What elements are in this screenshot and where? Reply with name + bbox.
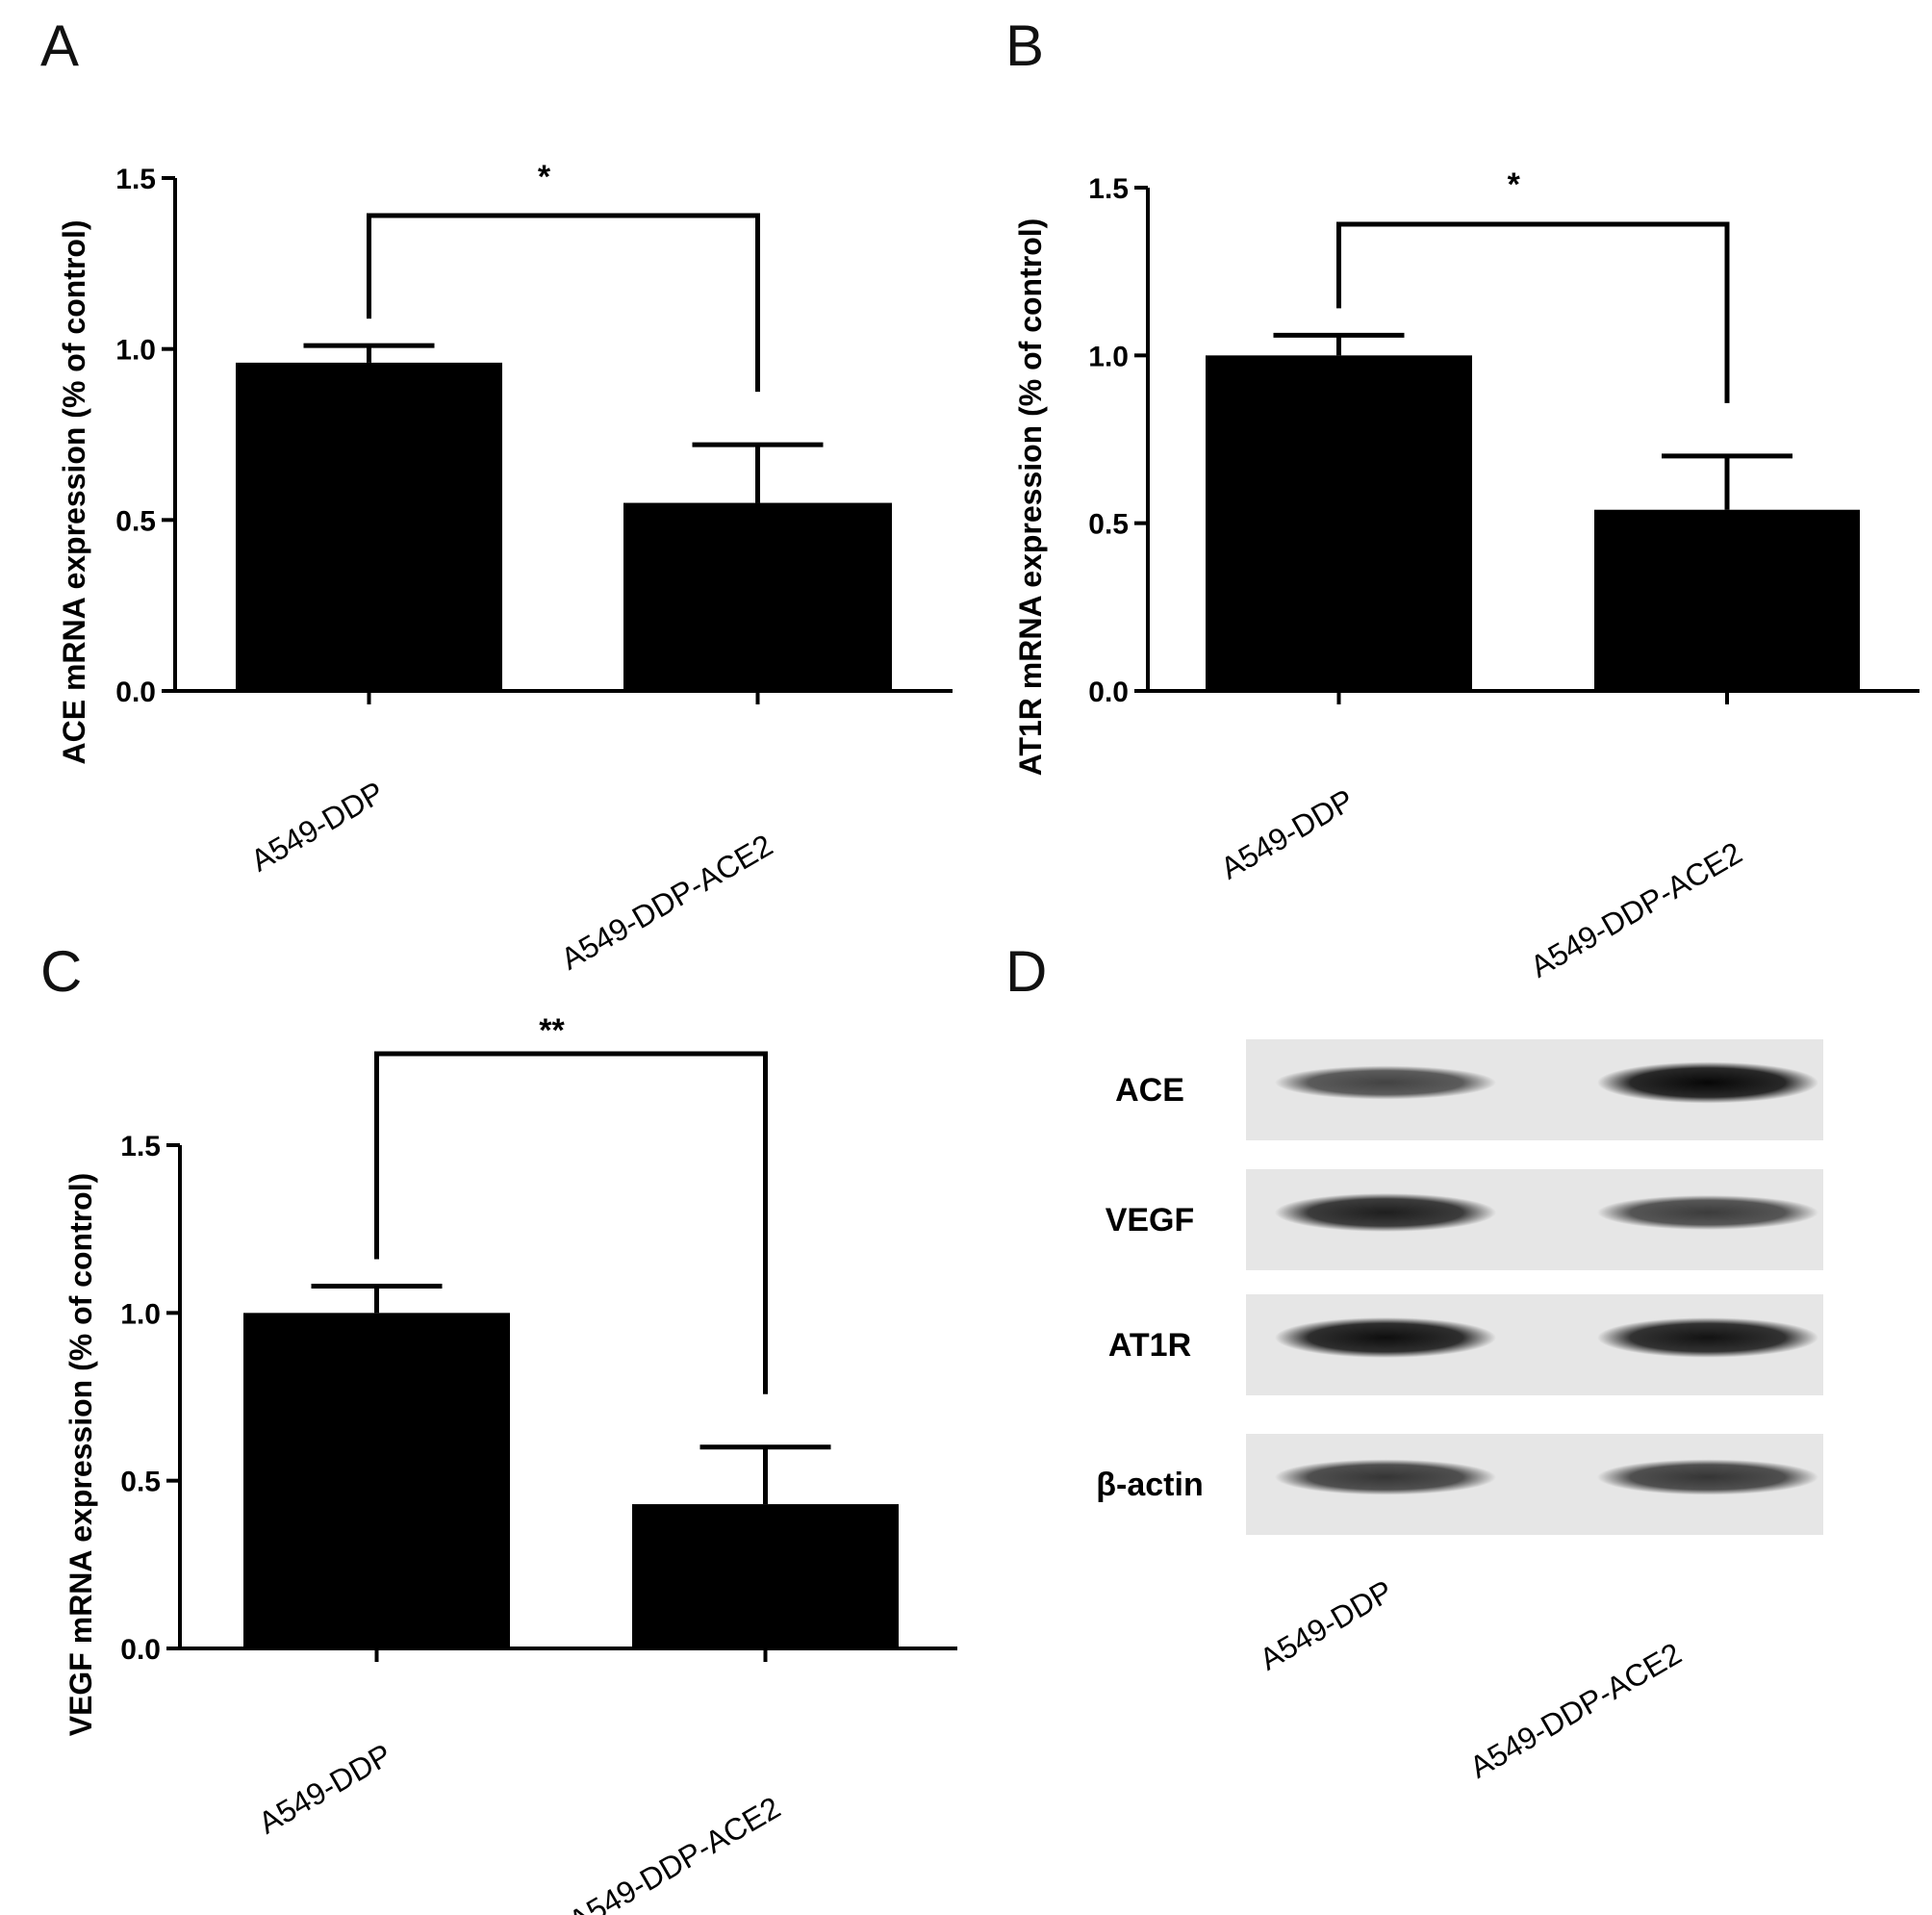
significance-bracket [1336, 221, 1730, 403]
lane-label: A549-DDP [1254, 1573, 1398, 1677]
y-tick-label: 0.5 [120, 1467, 161, 1498]
blot-row-label: ACE [1115, 1072, 1184, 1109]
y-tick-label: 1.5 [120, 1131, 161, 1162]
category-label: A549-DDP-ACE2 [563, 1790, 786, 1915]
blot-band [1275, 1193, 1496, 1232]
blot-band [1597, 1459, 1818, 1495]
y-tick-label: 0.5 [1088, 509, 1129, 541]
significance-marker: * [538, 159, 551, 195]
significance-bracket [367, 213, 760, 393]
blot-row: β-actin [1096, 1434, 1823, 1535]
significance-bracket [374, 1051, 768, 1394]
bar [1206, 355, 1472, 691]
category-label: A549-DDP [1215, 782, 1360, 886]
blot-row-label: VEGF [1106, 1202, 1195, 1238]
panel-letter: B [1005, 13, 1044, 78]
bar [1594, 509, 1860, 691]
blot-band [1275, 1459, 1496, 1495]
panel-letter: D [1005, 939, 1047, 1004]
bar-chart-panel-c: C 0.0 0.5 1.0 1.5 VEGF mRNA expression (% of … [40, 939, 957, 1915]
blot-band [1275, 1317, 1496, 1358]
bar-chart-panel-a: A 0.0 0.5 1.0 1.5 ACE mRNA expression (% of c… [40, 13, 953, 977]
y-tick-label: 0.0 [115, 677, 156, 708]
blot-row-label: β-actin [1096, 1467, 1203, 1503]
bar [243, 1313, 510, 1648]
y-tick-label: 0.5 [115, 505, 156, 537]
y-tick-label: 0.0 [1088, 677, 1129, 708]
bar-chart-panel-b: B 0.0 0.5 1.0 1.5 AT1R mRNA expression (% of … [1005, 13, 1919, 984]
blot-band [1597, 1317, 1818, 1358]
significance-marker: * [1508, 166, 1521, 203]
category-label: A549-DDP-ACE2 [1524, 835, 1747, 984]
bar [632, 1504, 899, 1648]
blot-row: AT1R [1108, 1294, 1823, 1395]
bar [236, 362, 502, 691]
blot-band [1597, 1195, 1818, 1230]
y-tick-label: 1.0 [120, 1298, 161, 1330]
western-blot-panel: D ACE VEGF AT1R β-actin A549-DDP A549-DDP-ACE2 [1005, 939, 1823, 1785]
significance-marker: ** [539, 1012, 565, 1049]
y-axis-title: AT1R mRNA expression (% of control) [1013, 218, 1048, 777]
lane-label: A549-DDP-ACE2 [1463, 1636, 1687, 1785]
y-axis-title: VEGF mRNA expression (% of control) [64, 1173, 98, 1737]
y-tick-label: 0.0 [120, 1634, 161, 1666]
category-label: A549-DDP [245, 775, 390, 879]
blot-row: ACE [1115, 1039, 1823, 1140]
blot-band [1597, 1061, 1818, 1104]
panel-letter: A [40, 13, 79, 78]
category-label: A549-DDP-ACE2 [555, 828, 778, 977]
category-label: A549-DDP [253, 1737, 397, 1841]
y-axis-title: ACE mRNA expression (% of control) [57, 220, 91, 765]
blot-band [1275, 1065, 1496, 1100]
bar [623, 502, 892, 691]
panel-letter: C [40, 939, 82, 1004]
blot-row: VEGF [1106, 1169, 1823, 1270]
y-tick-label: 1.5 [1088, 173, 1129, 205]
blot-row-label: AT1R [1108, 1327, 1191, 1364]
y-tick-label: 1.5 [115, 164, 156, 195]
y-tick-label: 1.0 [1088, 341, 1129, 372]
y-tick-label: 1.0 [115, 335, 156, 367]
